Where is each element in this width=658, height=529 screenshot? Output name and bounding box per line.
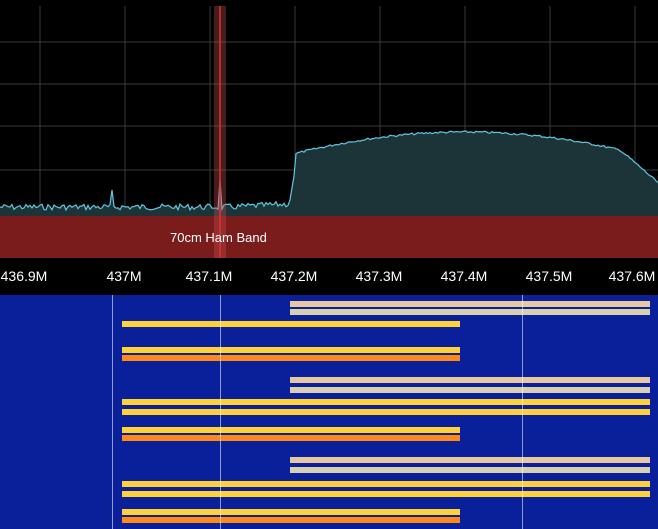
waterfall-signal-row: [122, 481, 650, 487]
waterfall-signal-row: [122, 409, 650, 415]
waterfall-signal-row: [122, 427, 460, 433]
frequency-tick-label: 437.6M: [608, 268, 656, 284]
band-label: 70cm Ham Band: [170, 230, 267, 245]
frequency-tick-label: 436.9M: [0, 268, 48, 284]
waterfall-signal-row: [290, 387, 650, 393]
spectrum-grid: [0, 6, 658, 216]
frequency-tick-label: 437.3M: [355, 268, 403, 284]
waterfall-signal-row: [122, 321, 460, 327]
frequency-tick-label: 437.4M: [440, 268, 488, 284]
waterfall-signal-row: [290, 467, 650, 473]
frequency-axis: 436.9M 437M 437.1M 437.2M 437.3M 437.4M 437.5M…: [0, 258, 658, 295]
waterfall-display[interactable]: [0, 295, 658, 529]
waterfall-signal-row: [122, 509, 460, 515]
waterfall-marker-line: [522, 295, 523, 529]
frequency-tick-label: 437M: [106, 268, 142, 284]
frequency-tick-label: 437.2M: [270, 268, 318, 284]
spectrum-plot[interactable]: [0, 0, 658, 258]
waterfall-signal-row: [122, 435, 460, 441]
waterfall-signal-row: [290, 309, 650, 315]
waterfall-signal-row: [290, 457, 650, 463]
spectrum-trace: [0, 130, 658, 212]
waterfall-signal-row: [122, 491, 650, 497]
waterfall-marker-line: [112, 295, 113, 529]
waterfall-signal-row: [122, 347, 460, 353]
band-highlight[interactable]: [0, 216, 658, 258]
waterfall-signal-row: [122, 355, 460, 361]
waterfall-signal-row: [122, 399, 650, 405]
frequency-tick-label: 437.1M: [185, 268, 233, 284]
waterfall-marker-line: [220, 295, 221, 529]
waterfall-signal-row: [290, 377, 650, 383]
frequency-tick-label: 437.5M: [525, 268, 573, 284]
waterfall-signal-row: [122, 517, 460, 523]
spectrum-fill: [0, 131, 658, 216]
waterfall-signal-row: [290, 301, 650, 307]
